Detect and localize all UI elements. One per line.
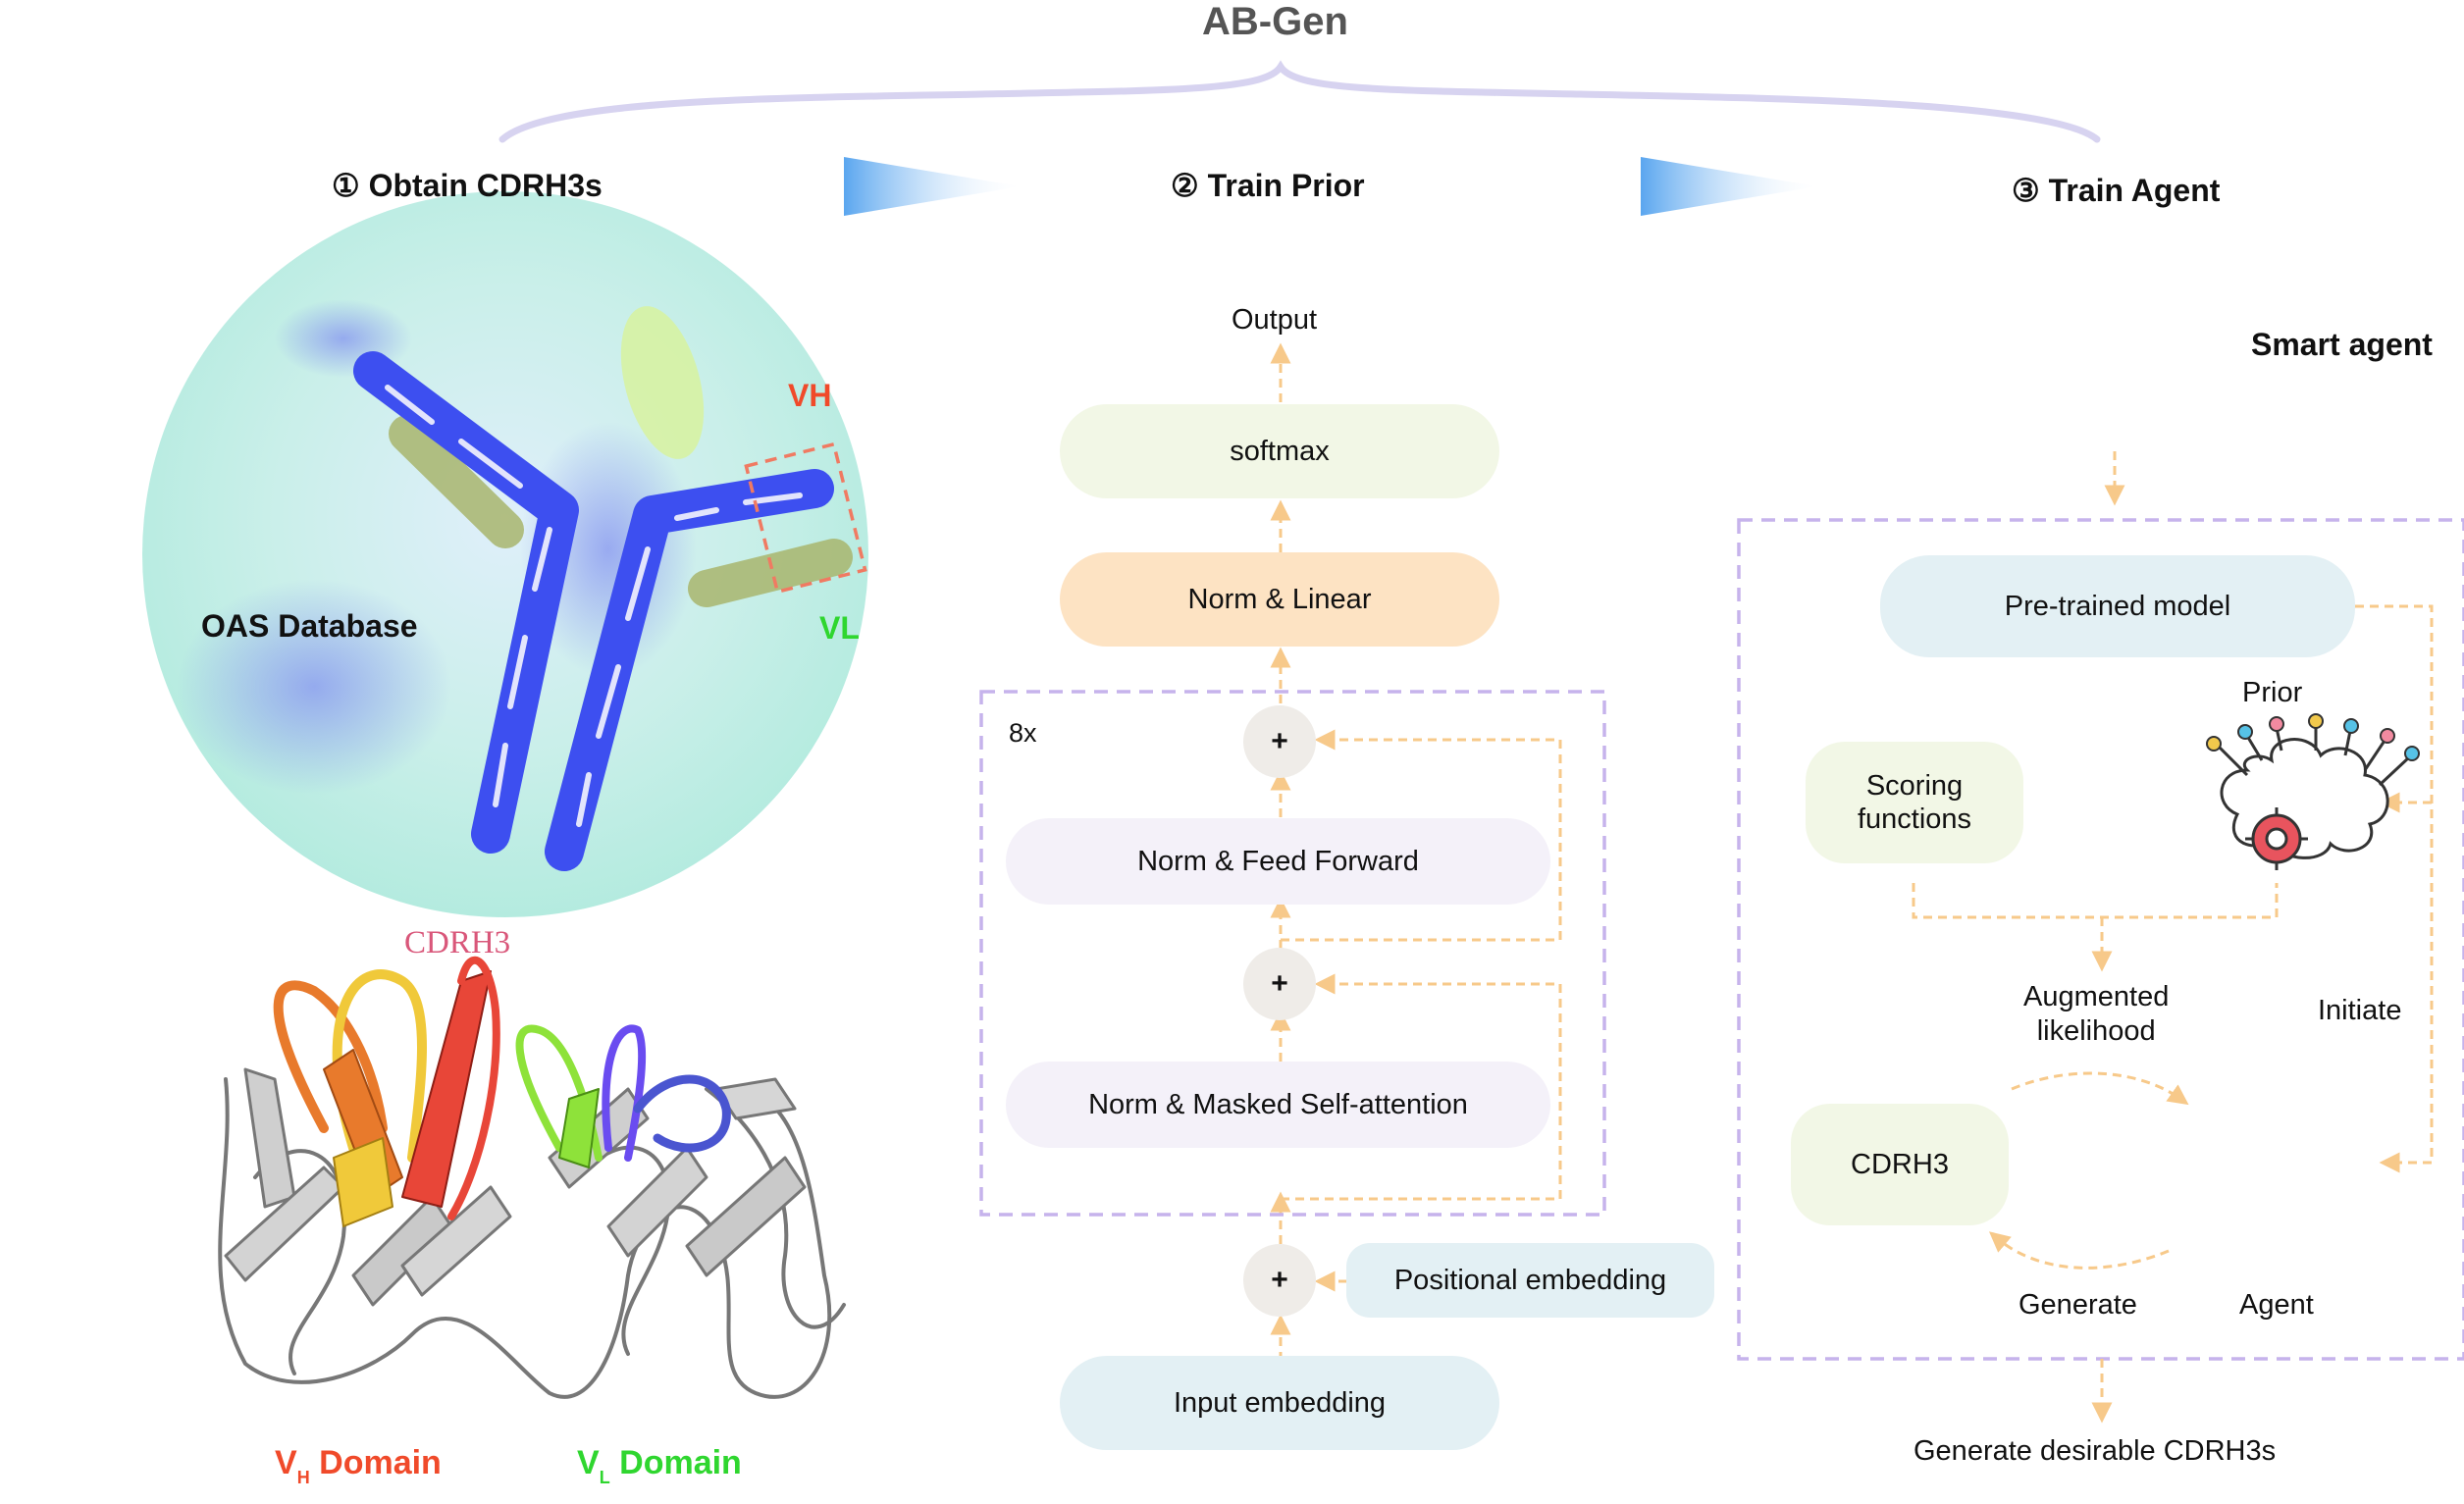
initiate-label: Initiate — [2318, 995, 2402, 1026]
positional-embedding-block: Positional embedding — [1346, 1243, 1714, 1318]
agent-label: Agent — [2239, 1289, 2314, 1321]
vh-label: VH — [788, 378, 832, 413]
step-obtain-cdrh3s: ① Obtain CDRH3s — [332, 168, 603, 203]
diagram-title: AB-Gen — [1202, 0, 1348, 43]
vh-domain-sub: H — [296, 1468, 310, 1487]
softmax-block: softmax — [1060, 404, 1499, 498]
output-label: Output — [1232, 304, 1318, 336]
agent-arrows — [1912, 451, 2434, 1424]
vl-domain-sub: L — [599, 1468, 610, 1487]
masked-self-attention-block: Norm & Masked Self-attention — [1006, 1062, 1550, 1148]
augmented-likelihood-label: Augmented likelihood — [2023, 981, 2170, 1047]
title-brace — [498, 60, 2101, 143]
brain-gear-icon — [2206, 713, 2420, 870]
step-arrow-1 — [844, 157, 1021, 216]
feed-forward-block: Norm & Feed Forward — [1006, 818, 1550, 905]
heavy-chain-right — [545, 469, 834, 871]
vh-domain-rest: Domain — [309, 1444, 442, 1481]
cdrh3-block: CDRH3 — [1791, 1104, 2009, 1225]
step-train-prior: ② Train Prior — [1171, 168, 1365, 203]
repeat-block-box — [979, 690, 1606, 1217]
prior-arrows — [1270, 342, 1562, 1361]
vl-label: VL — [819, 610, 860, 646]
scoring-functions-block: Scoring functions — [1806, 742, 2023, 863]
residual-add-top: + — [1243, 705, 1316, 778]
generate-label: Generate — [2018, 1289, 2137, 1321]
heavy-chain-left — [353, 351, 579, 854]
vh-domain-label: VH Domain — [275, 1444, 442, 1488]
smart-agent-label: Smart agent — [2251, 327, 2433, 362]
vh-highlight-box — [744, 441, 867, 595]
norm-linear-block: Norm & Linear — [1060, 552, 1499, 647]
prior-label: Prior — [2242, 677, 2303, 708]
vl-domain-main: V — [577, 1444, 600, 1481]
step-arrow-2 — [1641, 157, 1817, 216]
pretrained-model-block: Pre-trained model — [1880, 555, 2355, 657]
final-output-label: Generate desirable CDRH3s — [1914, 1435, 2277, 1467]
vh-domain-main: V — [275, 1444, 297, 1481]
input-embedding-block: Input embedding — [1060, 1356, 1499, 1450]
cdrh3-structure-label: CDRH3 — [404, 925, 511, 960]
oas-database-label: OAS Database — [201, 608, 418, 644]
step-train-agent: ③ Train Agent — [2012, 173, 2221, 208]
vl-domain-rest: Domain — [609, 1444, 742, 1481]
light-chain-right — [688, 539, 853, 607]
vl-domain-label: VL Domain — [577, 1444, 742, 1488]
residual-add-middle: + — [1243, 948, 1316, 1020]
embedding-add: + — [1243, 1244, 1316, 1317]
fab-structure — [218, 956, 846, 1399]
repeat-count-label: 8x — [1009, 718, 1037, 748]
light-chain-left — [389, 415, 524, 548]
